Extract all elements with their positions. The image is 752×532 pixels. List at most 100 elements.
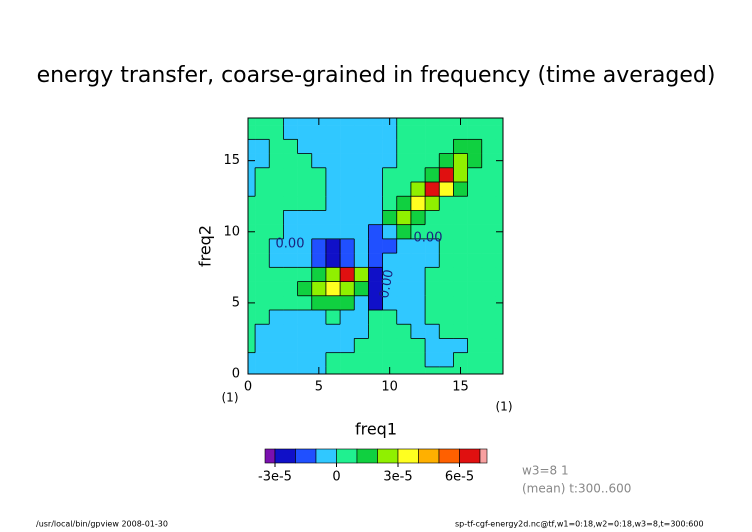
contour-cell xyxy=(425,118,440,126)
contour-cell xyxy=(311,310,327,325)
contour-cell xyxy=(255,338,270,353)
contour-cell xyxy=(396,352,412,368)
contour-cell xyxy=(311,196,327,211)
contour-cell xyxy=(467,118,483,126)
contour-label: 0.00 xyxy=(276,237,305,252)
contour-cell xyxy=(396,338,412,353)
contour-cell xyxy=(248,210,256,225)
contour-cell xyxy=(410,196,426,211)
contour-cell xyxy=(481,324,497,339)
contour-cell xyxy=(410,267,426,282)
contour-cell xyxy=(439,295,454,311)
contour-cell xyxy=(467,224,483,240)
contour-cell xyxy=(481,125,497,140)
contour-cell xyxy=(382,167,398,183)
y-tick-label: 5 xyxy=(232,295,240,310)
contour-cell xyxy=(495,253,504,268)
contour-cell xyxy=(410,224,426,240)
contour-cell xyxy=(248,253,256,268)
contour-cell xyxy=(325,324,341,339)
contour-cell xyxy=(453,352,468,368)
x-tick-label: 0 xyxy=(244,380,252,395)
contour-cell xyxy=(396,196,412,211)
contour-cell xyxy=(354,352,369,368)
contour-cell xyxy=(382,238,398,254)
contour-cell xyxy=(467,281,483,297)
contour-cell xyxy=(248,125,256,140)
contour-cell xyxy=(368,281,383,297)
contour-cell xyxy=(495,139,504,154)
contour-cell xyxy=(325,153,341,169)
contour-cell xyxy=(325,281,341,297)
contour-cell xyxy=(283,366,298,375)
contour-cell xyxy=(283,281,298,297)
contour-cell xyxy=(439,125,454,140)
colorbar-cell xyxy=(356,448,378,464)
contour-cell xyxy=(453,167,468,183)
contour-cell xyxy=(439,281,454,297)
contour-cell xyxy=(368,295,383,311)
contour-cell xyxy=(340,281,355,297)
contour-cell xyxy=(354,281,369,297)
contour-cell xyxy=(453,310,468,325)
contour-cell xyxy=(467,295,483,311)
contour-cell xyxy=(396,267,412,282)
contour-cell xyxy=(269,310,284,325)
contour-cell xyxy=(311,167,327,183)
contour-cell xyxy=(255,324,270,339)
contour-cell xyxy=(453,139,468,154)
contour-cell xyxy=(311,153,327,169)
contour-cell xyxy=(354,210,369,225)
contour-cell xyxy=(453,182,468,197)
contour-cell xyxy=(340,182,355,197)
contour-cell xyxy=(481,139,497,154)
contour-cell xyxy=(248,238,256,254)
contour-cell xyxy=(368,139,383,154)
y-tick-label: 10 xyxy=(223,224,240,239)
contour-cell xyxy=(368,196,383,211)
contour-cell xyxy=(425,125,440,140)
y-axis-label: freq2 xyxy=(196,225,215,267)
x-axis-label: freq1 xyxy=(355,420,397,439)
contour-cell xyxy=(340,224,355,240)
contour-cell xyxy=(255,295,270,311)
y-tick-label: 15 xyxy=(223,153,240,168)
contour-cell xyxy=(354,139,369,154)
contour-cell xyxy=(410,153,426,169)
contour-cell xyxy=(283,182,298,197)
contour-cell xyxy=(439,167,454,183)
contour-cell xyxy=(248,310,256,325)
contour-cell xyxy=(340,295,355,311)
contour-cell xyxy=(255,118,270,126)
contour-cell xyxy=(297,139,313,154)
contour-cell xyxy=(248,352,256,368)
contour-cell xyxy=(340,324,355,339)
contour-cell xyxy=(354,238,369,254)
contour-cell xyxy=(297,253,313,268)
contour-cell xyxy=(425,153,440,169)
contour-cell xyxy=(495,118,504,126)
contour-cell xyxy=(410,125,426,140)
contour-cell xyxy=(396,167,412,183)
contour-cell xyxy=(340,118,355,126)
contour-cell xyxy=(368,182,383,197)
contour-cell xyxy=(467,182,483,197)
contour-cell xyxy=(283,267,298,282)
colorbar-tick-label: 0 xyxy=(332,470,340,485)
contour-cell xyxy=(467,153,483,169)
contour-cell xyxy=(453,238,468,254)
contour-cell xyxy=(481,210,497,225)
contour-cell xyxy=(382,295,398,311)
contour-cell xyxy=(340,196,355,211)
contour-cell xyxy=(453,338,468,353)
contour-cell xyxy=(453,224,468,240)
contour-cell xyxy=(467,310,483,325)
contour-cell xyxy=(297,125,313,140)
contour-cell xyxy=(481,167,497,183)
contour-cell xyxy=(340,139,355,154)
contour-cell xyxy=(311,139,327,154)
contour-cell xyxy=(325,118,341,126)
contour-cell xyxy=(368,167,383,183)
contour-cell xyxy=(382,253,398,268)
contour-cell xyxy=(311,210,327,225)
